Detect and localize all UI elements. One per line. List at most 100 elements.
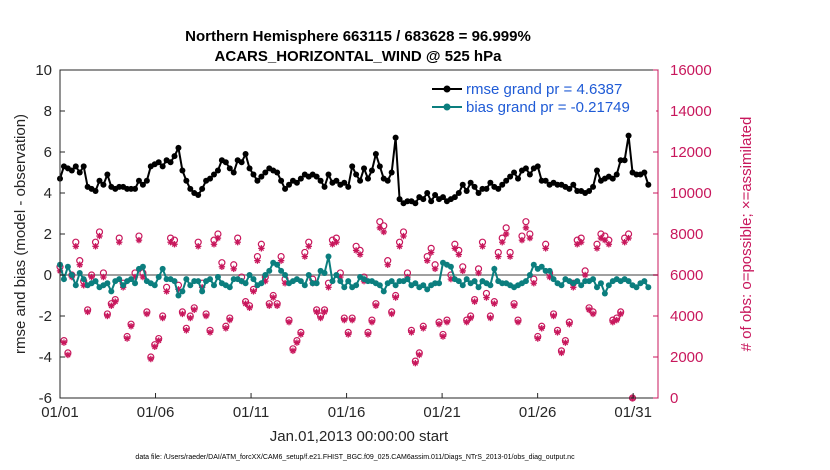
obs-assimilated-point [230, 265, 237, 273]
legend-bias-label: bias grand pr = -0.21749 [466, 99, 630, 116]
obs-assimilated-point [92, 243, 99, 250]
bias-point [420, 282, 427, 289]
obs-assimilated-point [88, 273, 95, 281]
rmse-point [570, 181, 577, 188]
obs-assimilated-point [147, 355, 155, 363]
rmse-point [238, 159, 245, 166]
bias-point [605, 282, 612, 289]
rmse-point [139, 181, 146, 188]
bias-point [187, 282, 194, 289]
obs-assimilated-point [163, 288, 170, 295]
rmse-point [388, 169, 395, 176]
bias-point [471, 278, 478, 285]
rmse-point [483, 185, 490, 192]
obs-assimilated-point [483, 294, 490, 301]
obs-assimilated-point [183, 327, 190, 334]
obs-assimilated-point [348, 316, 356, 324]
rmse-point [590, 183, 597, 190]
obs-assimilated-point [234, 239, 241, 246]
plot-area [60, 70, 658, 398]
rmse-point [475, 190, 482, 196]
obs-assimilated-point [96, 232, 103, 240]
obs-assimilated-point [313, 308, 320, 316]
bias-point [92, 278, 99, 285]
bias-point [353, 282, 360, 289]
rmse-point [135, 177, 142, 184]
obs-assimilated-point [226, 316, 233, 324]
rmse-point [286, 181, 293, 188]
rmse-point [274, 169, 281, 176]
bias-point [455, 278, 462, 285]
rmse-point [522, 165, 529, 172]
y-tick-label: 2 [44, 226, 52, 243]
rmse-point [392, 134, 399, 141]
y-axis-label: rmse and bias (model - observation) [12, 114, 29, 354]
obs-assimilated-point [467, 314, 474, 322]
obs-assimilated-point [60, 339, 68, 346]
bias-point [175, 292, 182, 299]
x-tick-label: 01/31 [614, 404, 652, 421]
x-tick-label: 01/11 [233, 404, 269, 421]
rmse-point [625, 132, 632, 139]
rmse-point [297, 175, 304, 182]
obs-assimilated-point [333, 239, 340, 246]
obs-assimilated-point [301, 253, 309, 260]
obs-assimilated-point [266, 302, 273, 309]
obs-assimilated-point [593, 245, 601, 252]
rmse-point [282, 185, 289, 192]
obs-assimilated-point [345, 331, 352, 338]
rmse-point [412, 200, 419, 207]
obs-assimilated-point [451, 245, 459, 252]
rmse-point [345, 183, 352, 190]
bias-point [278, 267, 285, 274]
rmse-point [455, 190, 462, 196]
obs-assimilated-point [218, 263, 226, 270]
bias-point [104, 280, 111, 287]
obs-assimilated-point [191, 306, 198, 314]
rmse-point [440, 194, 447, 201]
bias-point [597, 280, 604, 287]
obs-assimilated-point [250, 288, 257, 295]
obs-assimilated-point [384, 261, 391, 268]
obs-assimilated-point [116, 239, 123, 246]
obs-assimilated-point [617, 310, 624, 318]
obs-assimilated-point [305, 243, 312, 250]
obs-assimilated-point [526, 234, 534, 242]
bias-point [491, 265, 498, 272]
bias-point [171, 278, 178, 285]
bias-point [155, 274, 162, 281]
bias-point [590, 276, 597, 283]
bias-point [246, 272, 253, 278]
obs-assimilated-point [293, 339, 301, 346]
rmse-series-layer [57, 132, 652, 207]
obs-assimilated-point [179, 310, 186, 318]
obs-assimilated-point [321, 308, 328, 316]
obs-assimilated-point [499, 239, 506, 246]
bias-point [214, 274, 221, 281]
bias-point [329, 278, 336, 285]
obs-assimilated-point [76, 261, 83, 268]
obs-assimilated-point [289, 347, 297, 355]
rmse-point [313, 173, 320, 180]
x-tick-label: 01/21 [423, 404, 461, 421]
bias-point [645, 284, 652, 291]
bias-point [424, 286, 431, 293]
rmse-point [72, 163, 79, 170]
rmse-point [341, 179, 348, 186]
obs-assimilated-point [625, 234, 632, 242]
rmse-point [104, 171, 111, 178]
bias-point [447, 263, 454, 270]
rmse-point [210, 171, 217, 178]
bias-point [593, 284, 600, 291]
obs-assimilated-point [372, 302, 380, 309]
obs-assimilated-point [416, 351, 423, 359]
rmse-point [159, 163, 166, 170]
obs-assimilated-point [459, 267, 466, 275]
rmse-point [534, 163, 541, 170]
rmse-point [499, 181, 506, 188]
rmse-point [641, 169, 648, 176]
bias-point [578, 282, 585, 289]
bias-point [301, 282, 308, 289]
rmse-point [609, 175, 616, 182]
obs-assimilated-point [463, 318, 470, 326]
